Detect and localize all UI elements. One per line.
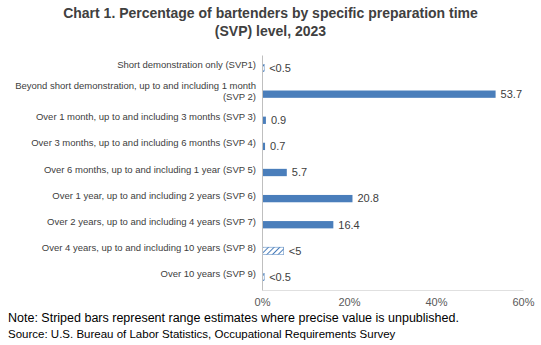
bar <box>262 247 284 254</box>
y-tick: Over 4 years, up to and including 10 yea… <box>42 242 256 253</box>
text-line: Over 1 year, up to and including 2 years… <box>52 190 256 201</box>
data-labels: <0.5 53.7 0.9 0.7 5.7 20.8 16.4 <5 <0.5 <box>269 62 522 283</box>
y-tick: Over 2 years, up to and including 4 year… <box>47 216 256 227</box>
text-line: Over 4 years, up to and including 10 yea… <box>42 242 256 253</box>
text-line: Over 10 years (SVP 9) <box>161 268 256 279</box>
data-label: 0.9 <box>271 114 286 126</box>
category-label: Over 6 months, up to and including 1 yea… <box>44 164 256 175</box>
data-label: <0.5 <box>269 62 291 74</box>
x-tick-label: 0% <box>255 296 271 308</box>
x-axis-line <box>263 290 524 291</box>
category-label: Beyond short demonstration, up to and in… <box>15 80 256 102</box>
y-tick: Over 6 months, up to and including 1 yea… <box>44 164 256 175</box>
y-axis-line <box>262 56 263 291</box>
bar <box>262 91 496 98</box>
data-label: 53.7 <box>501 88 522 100</box>
plot-area: 0% 20% 40% 60% Short demonstration only (SVP… <box>15 56 535 308</box>
category-label: Over 10 years (SVP 9) <box>161 268 256 279</box>
category-label: Short demonstration only (SVP1) <box>117 59 256 70</box>
y-axis: Short demonstration only (SVP1) Beyond sh… <box>15 56 262 291</box>
text-line: Beyond short demonstration, up to and in… <box>15 80 256 91</box>
x-tick: 40% <box>425 296 447 308</box>
text-line: (SVP) level, 2023 <box>215 23 327 39</box>
bar <box>262 221 333 228</box>
text-line: Over 6 months, up to and including 1 yea… <box>44 164 256 175</box>
data-label: <0.5 <box>269 271 291 283</box>
data-label: <5 <box>289 245 302 257</box>
chart-title: Chart 1. Percentage of bartenders by spe… <box>63 5 478 40</box>
x-axis: 0% 20% 40% 60% <box>255 291 535 308</box>
x-tick: 0% <box>255 296 271 308</box>
chart: Chart 1. Percentage of bartenders by spe… <box>0 0 541 345</box>
category-label: Over 1 month, up to and including 3 mont… <box>36 111 256 122</box>
y-tick: Over 1 month, up to and including 3 mont… <box>36 111 256 122</box>
bar <box>262 195 352 202</box>
text-line: Short demonstration only (SVP1) <box>117 59 256 70</box>
y-tick: Over 10 years (SVP 9) <box>161 268 256 279</box>
x-tick: 60% <box>512 296 534 308</box>
category-label: Over 4 years, up to and including 10 yea… <box>42 242 256 253</box>
x-tick: 20% <box>338 296 360 308</box>
category-label: Over 1 year, up to and including 2 years… <box>52 190 256 201</box>
x-tick-label: 60% <box>512 296 534 308</box>
y-tick: Beyond short demonstration, up to and in… <box>15 80 256 102</box>
bars <box>262 64 496 280</box>
category-label: Over 3 months, up to and including 6 mon… <box>31 137 256 148</box>
text-line: Chart 1. Percentage of bartenders by spe… <box>63 5 478 21</box>
category-label: Over 2 years, up to and including 4 year… <box>47 216 256 227</box>
text-line: (SVP 2) <box>223 91 256 102</box>
text-line: Over 3 months, up to and including 6 mon… <box>31 137 256 148</box>
bar <box>262 169 287 176</box>
data-label: 5.7 <box>292 166 307 178</box>
note: Note: Striped bars represent range estim… <box>8 311 459 325</box>
source: Source: U.S. Bureau of Labor Statistics,… <box>8 328 396 340</box>
y-tick: Over 1 year, up to and including 2 years… <box>52 190 256 201</box>
data-label: 0.7 <box>270 140 285 152</box>
x-tick-label: 40% <box>425 296 447 308</box>
text-line: Over 1 month, up to and including 3 mont… <box>36 111 256 122</box>
y-tick: Over 3 months, up to and including 6 mon… <box>31 137 256 148</box>
text-line: Over 2 years, up to and including 4 year… <box>47 216 256 227</box>
x-tick-label: 20% <box>338 296 360 308</box>
y-tick: Short demonstration only (SVP1) <box>117 59 256 70</box>
data-label: 16.4 <box>338 219 359 231</box>
data-label: 20.8 <box>357 192 378 204</box>
